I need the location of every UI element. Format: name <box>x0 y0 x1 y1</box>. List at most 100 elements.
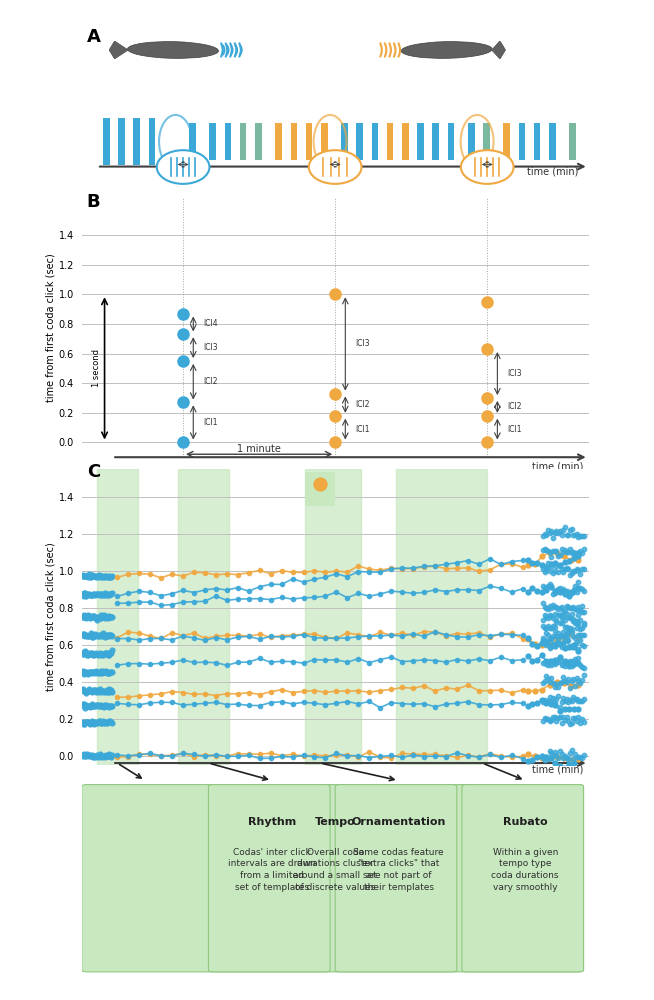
Point <box>555 709 565 725</box>
Point <box>80 683 90 699</box>
Point <box>99 748 109 764</box>
Point <box>578 667 589 683</box>
Point <box>88 682 99 698</box>
Point <box>546 670 557 686</box>
Point <box>80 568 90 584</box>
Point <box>543 610 553 626</box>
Point <box>548 610 559 626</box>
Point <box>565 745 576 761</box>
Point <box>79 588 90 604</box>
Point <box>79 746 90 762</box>
Point <box>551 713 562 729</box>
FancyBboxPatch shape <box>82 785 583 972</box>
Point <box>558 709 568 725</box>
Point <box>555 600 565 616</box>
Point <box>572 561 582 577</box>
Bar <box>549 123 556 160</box>
Point <box>89 664 99 680</box>
Point <box>79 696 90 712</box>
Point <box>81 588 92 604</box>
Point <box>570 678 580 694</box>
Point <box>99 646 109 662</box>
Point <box>572 584 582 600</box>
Point <box>83 647 94 663</box>
Point <box>555 652 565 668</box>
Point <box>98 647 109 663</box>
Point <box>92 715 102 731</box>
Point <box>98 748 109 764</box>
Text: 1 second: 1 second <box>92 349 101 387</box>
Text: Some codas feature
"extra clicks" that
are not part of
their templates: Some codas feature "extra clicks" that a… <box>353 848 444 892</box>
Point <box>572 620 582 636</box>
Point <box>100 697 111 713</box>
Point <box>99 664 109 680</box>
Point <box>563 585 574 601</box>
Point <box>563 561 574 577</box>
Point <box>96 663 107 679</box>
Point <box>86 609 96 625</box>
Point <box>101 747 111 763</box>
Point <box>557 639 567 655</box>
Point <box>82 746 92 762</box>
Point <box>89 716 99 732</box>
Point <box>88 698 99 714</box>
Point <box>565 522 576 538</box>
Point <box>80 700 90 716</box>
Point <box>101 684 111 700</box>
Point <box>88 586 99 602</box>
Point <box>91 749 101 765</box>
Point <box>573 673 583 689</box>
Point <box>560 693 570 709</box>
Point <box>99 607 109 623</box>
Point <box>94 698 105 714</box>
Point <box>96 683 107 699</box>
Point <box>82 665 92 681</box>
Point <box>545 689 555 705</box>
Bar <box>534 123 540 160</box>
Point <box>105 569 116 585</box>
Bar <box>402 123 409 160</box>
Bar <box>178 469 229 765</box>
Point <box>557 615 567 631</box>
Point <box>558 635 568 651</box>
Point <box>77 715 87 731</box>
Point <box>557 694 567 710</box>
Point <box>565 584 576 600</box>
Point <box>101 715 111 731</box>
Point <box>549 525 560 541</box>
Point <box>78 568 89 584</box>
Text: A: A <box>87 28 101 46</box>
Point <box>565 600 576 616</box>
Point <box>566 585 577 601</box>
Point <box>101 645 111 661</box>
Polygon shape <box>110 42 128 58</box>
Point <box>553 564 564 580</box>
Point <box>553 710 564 726</box>
Point <box>86 683 97 699</box>
Point <box>97 586 107 602</box>
Point <box>81 627 92 643</box>
Point <box>97 568 107 584</box>
Point <box>99 587 109 603</box>
Point <box>98 698 109 714</box>
Point <box>100 645 111 661</box>
Point <box>100 683 111 699</box>
Point <box>101 587 111 603</box>
Point <box>77 568 87 584</box>
Point <box>87 627 97 643</box>
Point <box>103 647 114 663</box>
Point <box>543 601 553 617</box>
Point <box>545 674 555 690</box>
Point <box>548 655 559 671</box>
Point <box>89 628 99 644</box>
Point <box>86 664 96 680</box>
Point <box>94 567 104 583</box>
Point <box>541 637 551 653</box>
Point <box>100 749 111 765</box>
Point <box>551 747 562 763</box>
Text: time (min): time (min) <box>527 167 578 177</box>
Point <box>538 542 548 558</box>
Point <box>566 693 577 709</box>
Point <box>558 690 568 706</box>
Point <box>103 568 114 584</box>
